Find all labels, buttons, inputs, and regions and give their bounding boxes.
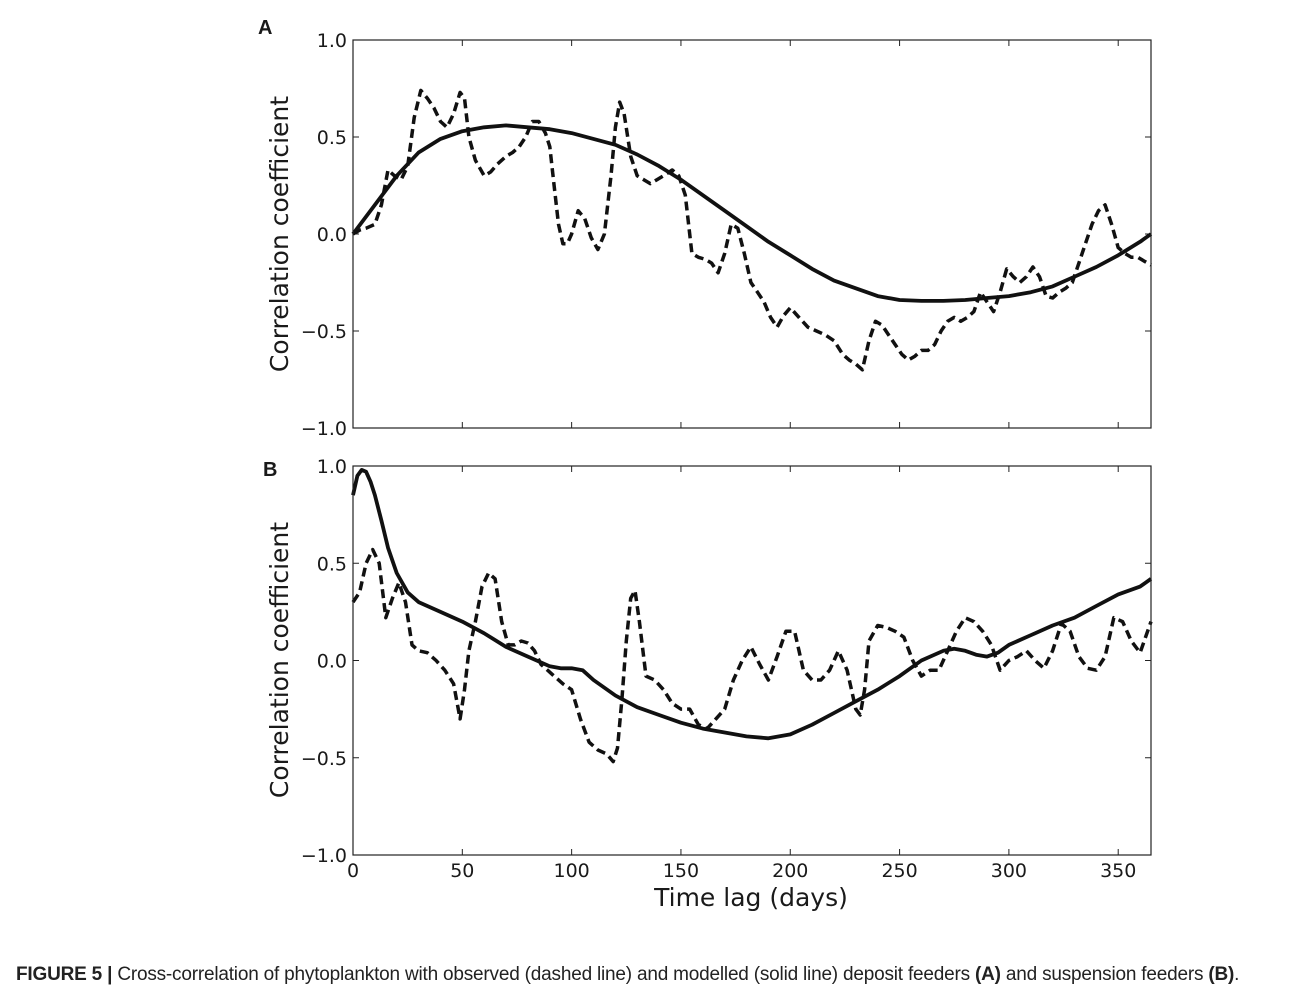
y-tick-label-b-4: −1.0: [301, 845, 347, 867]
plot-area-b: 0 50 100 150 200 250 300 350 1.0 0.5 0.0 −0.5 −1.0: [301, 456, 1153, 882]
y-tick-label-a-2: 0.0: [317, 224, 347, 246]
x-tick-label-200: 200: [772, 860, 808, 882]
x-axis-label: Time lag (days): [653, 883, 848, 912]
series-dashed-line-b: [351, 547, 1153, 764]
series-solid-line-b: [351, 467, 1153, 741]
y-axis-label-a: Correlation coefficient: [265, 96, 294, 372]
plot-frame-b: [352, 465, 1152, 856]
x-tick-label-150: 150: [663, 860, 699, 882]
y-tick-label-a-4: −1.0: [301, 418, 347, 440]
y-tick-label-a-1: 0.5: [317, 127, 347, 149]
y-tick-label-b-2: 0.0: [317, 651, 347, 673]
x-tick-label-0: 0: [347, 860, 359, 882]
panel-a: A Correlation coefficient 1.0 0.5 0.0 −0.5 −…: [258, 17, 1153, 440]
x-tick-label-50: 50: [450, 860, 474, 882]
y-axis-label-b: Correlation coefficient: [265, 522, 294, 798]
y-tick-label-a-3: −0.5: [301, 321, 347, 343]
series-solid-line-a: [351, 123, 1153, 303]
caption-ref-b: (B): [1208, 964, 1235, 985]
panel-b: B Correlation coefficient Time lag (days…: [263, 456, 1153, 912]
figure-caption: FIGURE 5 | Cross-correlation of phytopla…: [16, 964, 1239, 986]
panel-label-a: A: [258, 17, 272, 39]
plot-frame-a: [352, 39, 1152, 429]
x-tick-label-250: 250: [881, 860, 917, 882]
caption-text-3: .: [1234, 964, 1240, 985]
panel-label-b: B: [263, 459, 277, 481]
caption-ref-a: (A): [975, 964, 1001, 985]
plot-area-a: 1.0 0.5 0.0 −0.5 −1.0: [301, 30, 1153, 440]
caption-figure-label: FIGURE 5 |: [16, 964, 113, 985]
y-tick-label-b-1: 0.5: [317, 553, 347, 575]
x-tick-label-350: 350: [1100, 860, 1136, 882]
caption-text-1: Cross-correlation of phytoplankton with …: [112, 964, 976, 985]
x-tick-label-100: 100: [553, 860, 589, 882]
x-tick-label-300: 300: [991, 860, 1027, 882]
series-dashed-line-a: [352, 88, 1152, 372]
caption-text-2: and suspension feeders: [1000, 964, 1209, 985]
y-tick-label-b-3: −0.5: [301, 748, 347, 770]
y-tick-label-b-0: 1.0: [317, 456, 347, 478]
y-tick-label-a-0: 1.0: [317, 30, 347, 52]
